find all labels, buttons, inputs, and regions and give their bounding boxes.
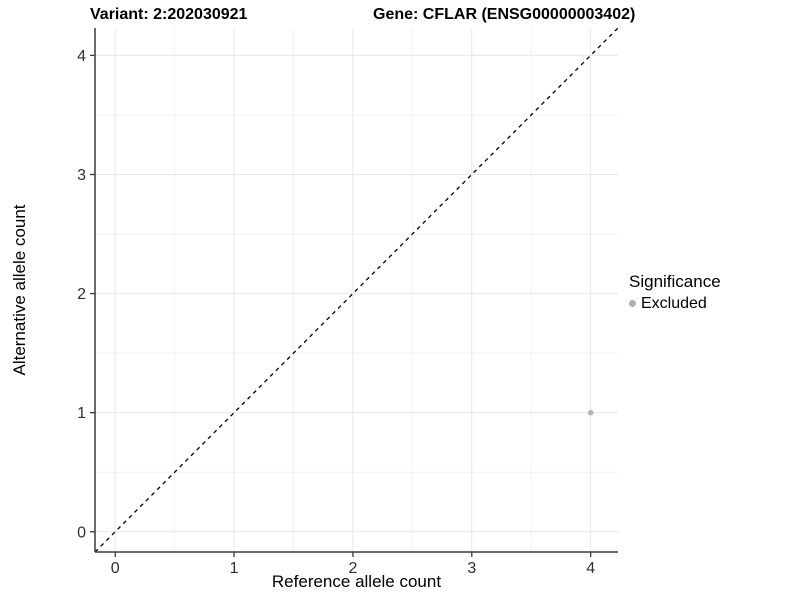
legend-item-excluded: Excluded: [629, 294, 721, 313]
x-tick-label: 1: [230, 560, 239, 577]
y-axis-title: Alternative allele count: [10, 204, 29, 376]
x-tick-label: 3: [467, 560, 476, 577]
legend-point-icon: [629, 300, 636, 307]
y-tick-label: 1: [77, 405, 86, 422]
plot-title-gene: Gene: CFLAR (ENSG00000003402): [373, 6, 636, 23]
x-tick-label: 2: [348, 560, 357, 577]
x-axis-title: Reference allele count: [271, 572, 442, 591]
y-tick-label: 2: [77, 286, 86, 303]
legend-title: Significance: [629, 272, 721, 291]
x-tick-label: 0: [111, 560, 120, 577]
y-tick-label: 3: [77, 167, 86, 184]
identity-line: [94, 27, 619, 553]
y-tick-label: 4: [77, 48, 86, 65]
data-point: [587, 409, 594, 416]
legend: Significance Excluded: [629, 272, 721, 313]
y-tick-label: 0: [77, 524, 86, 541]
plot-title-variant: Variant: 2:202030921: [90, 6, 248, 23]
legend-item-label: Excluded: [641, 295, 707, 312]
x-tick-label: 4: [586, 560, 595, 577]
